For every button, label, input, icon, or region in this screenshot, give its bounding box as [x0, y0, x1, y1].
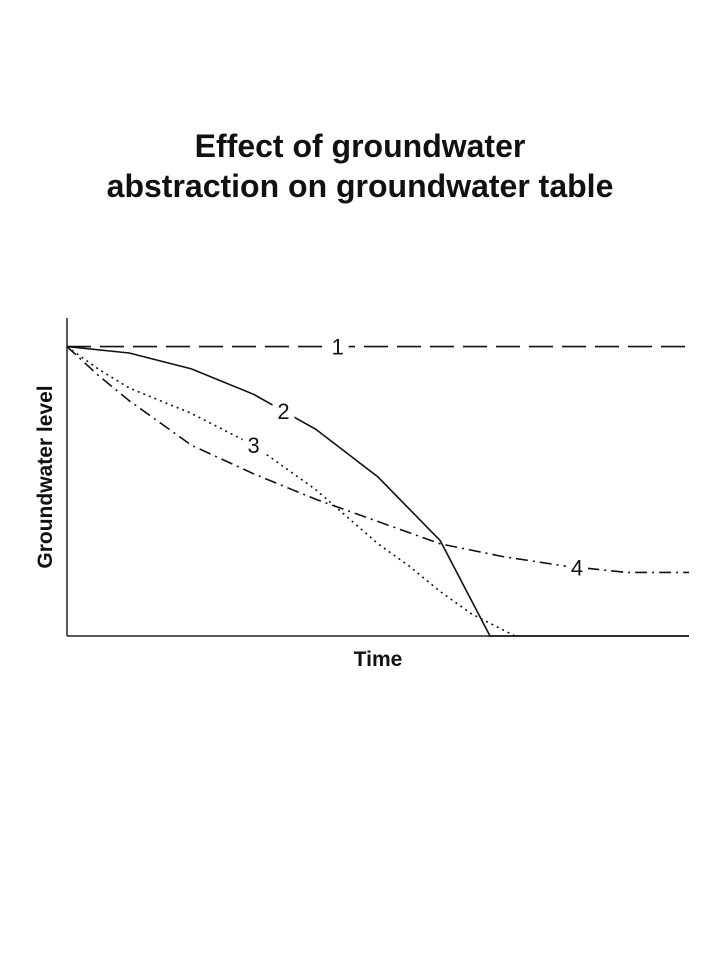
- series-label-2: 2: [277, 399, 289, 424]
- series-label-bg-1: [326, 333, 349, 360]
- series-labels: 1 23 4: [242, 333, 588, 581]
- x-axis-title: Time: [354, 648, 403, 671]
- chart-title-line-1: Effect of groundwater: [194, 128, 526, 164]
- y-axis-title: Groundwater level: [34, 385, 57, 568]
- series-label-4: 4: [571, 555, 583, 580]
- series-label-bg-3: [242, 432, 265, 459]
- chart-title: Effect of groundwater abstraction on gro…: [0, 126, 720, 206]
- series-label-1: 1: [331, 335, 343, 360]
- series-label-bg-2: [272, 398, 295, 425]
- series-layer: [66, 345, 689, 637]
- series-line-3: [66, 345, 516, 637]
- series-line-4: [66, 346, 689, 574]
- series-label-bg-4: [566, 554, 588, 581]
- series-line-2: [66, 345, 689, 637]
- series-label-3: 3: [247, 433, 259, 458]
- chart-title-line-2: abstraction on groundwater table: [106, 168, 614, 204]
